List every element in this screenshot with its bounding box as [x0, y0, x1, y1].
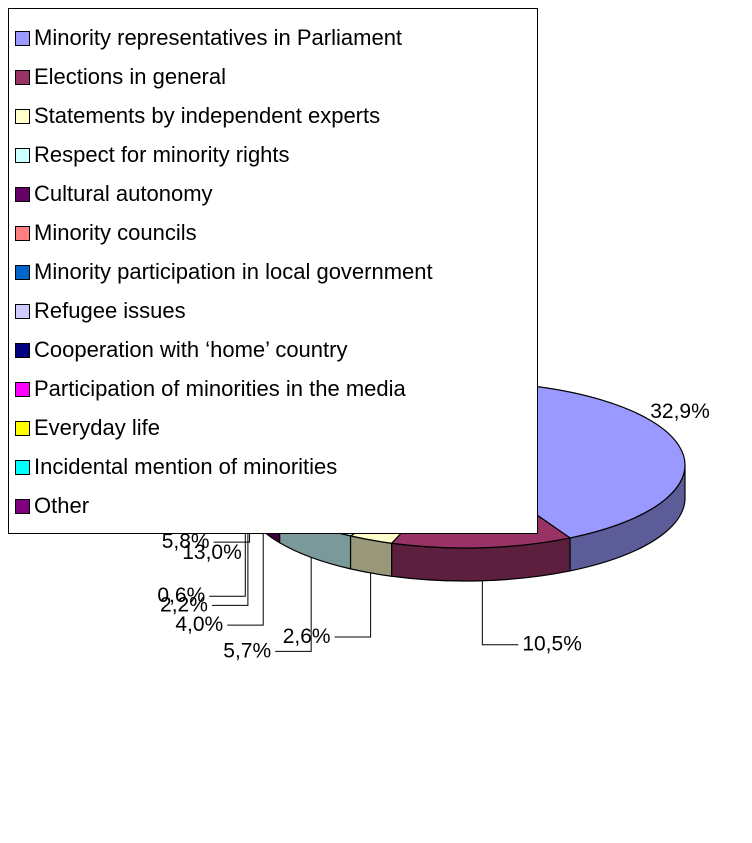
legend-label: Minority representatives in Parliament	[34, 25, 403, 50]
legend-swatch	[15, 303, 30, 319]
legend-label: Statements by independent experts	[34, 103, 381, 128]
legend-swatch	[15, 264, 30, 280]
legend-swatch	[15, 147, 30, 163]
legend-swatch	[15, 225, 30, 241]
legend-label: Cooperation with ‘home’ country	[34, 337, 348, 362]
value-label: 10,5%	[522, 633, 582, 656]
leader-line	[481, 580, 519, 646]
legend-label: Incidental mention of minorities	[34, 454, 338, 479]
legend-swatch	[15, 459, 30, 475]
legend-item: Everyday life	[15, 409, 160, 447]
legend-label: Elections in general	[34, 64, 227, 89]
leader-line	[275, 557, 312, 652]
legend-item: Minority councils	[15, 214, 197, 252]
legend-item: Cooperation with ‘home’ country	[15, 331, 347, 369]
legend-swatch	[15, 342, 30, 358]
chart-legend: Minority representatives in Parliament El…	[8, 8, 538, 534]
leader-line	[227, 531, 264, 626]
legend-item: Respect for minority rights	[15, 136, 290, 174]
legend-swatch	[15, 498, 30, 514]
legend-label: Refugee issues	[34, 298, 186, 323]
legend-label: Minority participation in local governme…	[34, 259, 433, 284]
value-label: 32,9%	[650, 400, 710, 423]
legend-item: Refugee issues	[15, 292, 186, 330]
leader-line	[334, 572, 372, 638]
legend-label: Minority councils	[34, 220, 197, 245]
legend-item: Participation of minorities in the media	[15, 370, 406, 408]
value-label: 5,8%	[162, 530, 210, 553]
legend-item: Statements by independent experts	[15, 97, 380, 135]
value-label: 2,6%	[283, 625, 331, 648]
legend-label: Cultural autonomy	[34, 181, 213, 206]
legend-swatch	[15, 108, 30, 124]
legend-item: Minority participation in local governme…	[15, 253, 433, 291]
legend-item: Minority representatives in Parliament	[15, 19, 402, 57]
legend-item: Cultural autonomy	[15, 175, 213, 213]
value-label: 5,7%	[223, 639, 271, 662]
value-label: 0,6%	[157, 584, 205, 607]
legend-swatch	[15, 30, 30, 46]
legend-label: Respect for minority rights	[34, 142, 290, 167]
value-label: 4,0%	[175, 613, 223, 636]
legend-swatch	[15, 420, 30, 436]
legend-item: Incidental mention of minorities	[15, 448, 337, 486]
legend-swatch	[15, 381, 30, 397]
legend-label: Everyday life	[34, 415, 160, 440]
legend-item: Elections in general	[15, 58, 226, 96]
legend-swatch	[15, 186, 30, 202]
legend-label: Participation of minorities in the media	[34, 376, 406, 401]
leader-line	[211, 511, 249, 606]
legend-label: Other	[34, 493, 90, 518]
value-label: 13,0%	[182, 541, 242, 564]
value-label: 2,2%	[160, 593, 208, 616]
legend-swatch	[15, 69, 30, 85]
legend-item: Other	[15, 487, 89, 525]
